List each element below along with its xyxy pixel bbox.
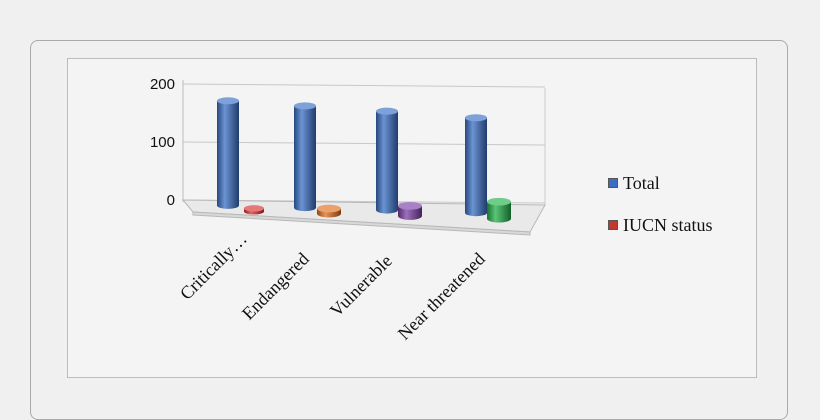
gridline [182,83,546,88]
legend-label-iucn-status: IUCN status [623,214,713,235]
y-tick-label: 200 [150,76,175,93]
legend-swatch-total [608,178,618,188]
legend-item-total: Total [608,172,713,194]
floor-edge [192,211,531,236]
bar-iucn-status [487,197,511,223]
x-tick-label: Critically… [176,229,251,304]
bar-iucn-status [398,202,422,220]
bars [217,97,511,223]
legend: Total IUCN status [608,172,713,256]
y-tick-label: 100 [150,134,175,151]
bar-iucn-status [317,204,341,218]
gridlines [181,80,546,236]
bar-total [217,97,239,209]
bar-total [294,102,316,212]
x-tick-label: Near threatened [394,249,489,344]
legend-item-iucn-status: IUCN status [608,214,713,236]
bar-total [376,107,398,214]
y-axis-ticks: 0 100 200 [150,76,175,209]
chart: 0 100 200 Critically…Endangered VulnerableN… [150,76,546,344]
bar-iucn-status [244,205,264,215]
x-tick-label: Endangered [238,249,313,324]
x-tick-label: Vulnerable [326,251,396,321]
legend-label-total: Total [623,172,660,193]
legend-swatch-iucn-status [608,220,618,230]
bar-total [465,114,487,217]
y-tick-label: 0 [167,192,175,209]
